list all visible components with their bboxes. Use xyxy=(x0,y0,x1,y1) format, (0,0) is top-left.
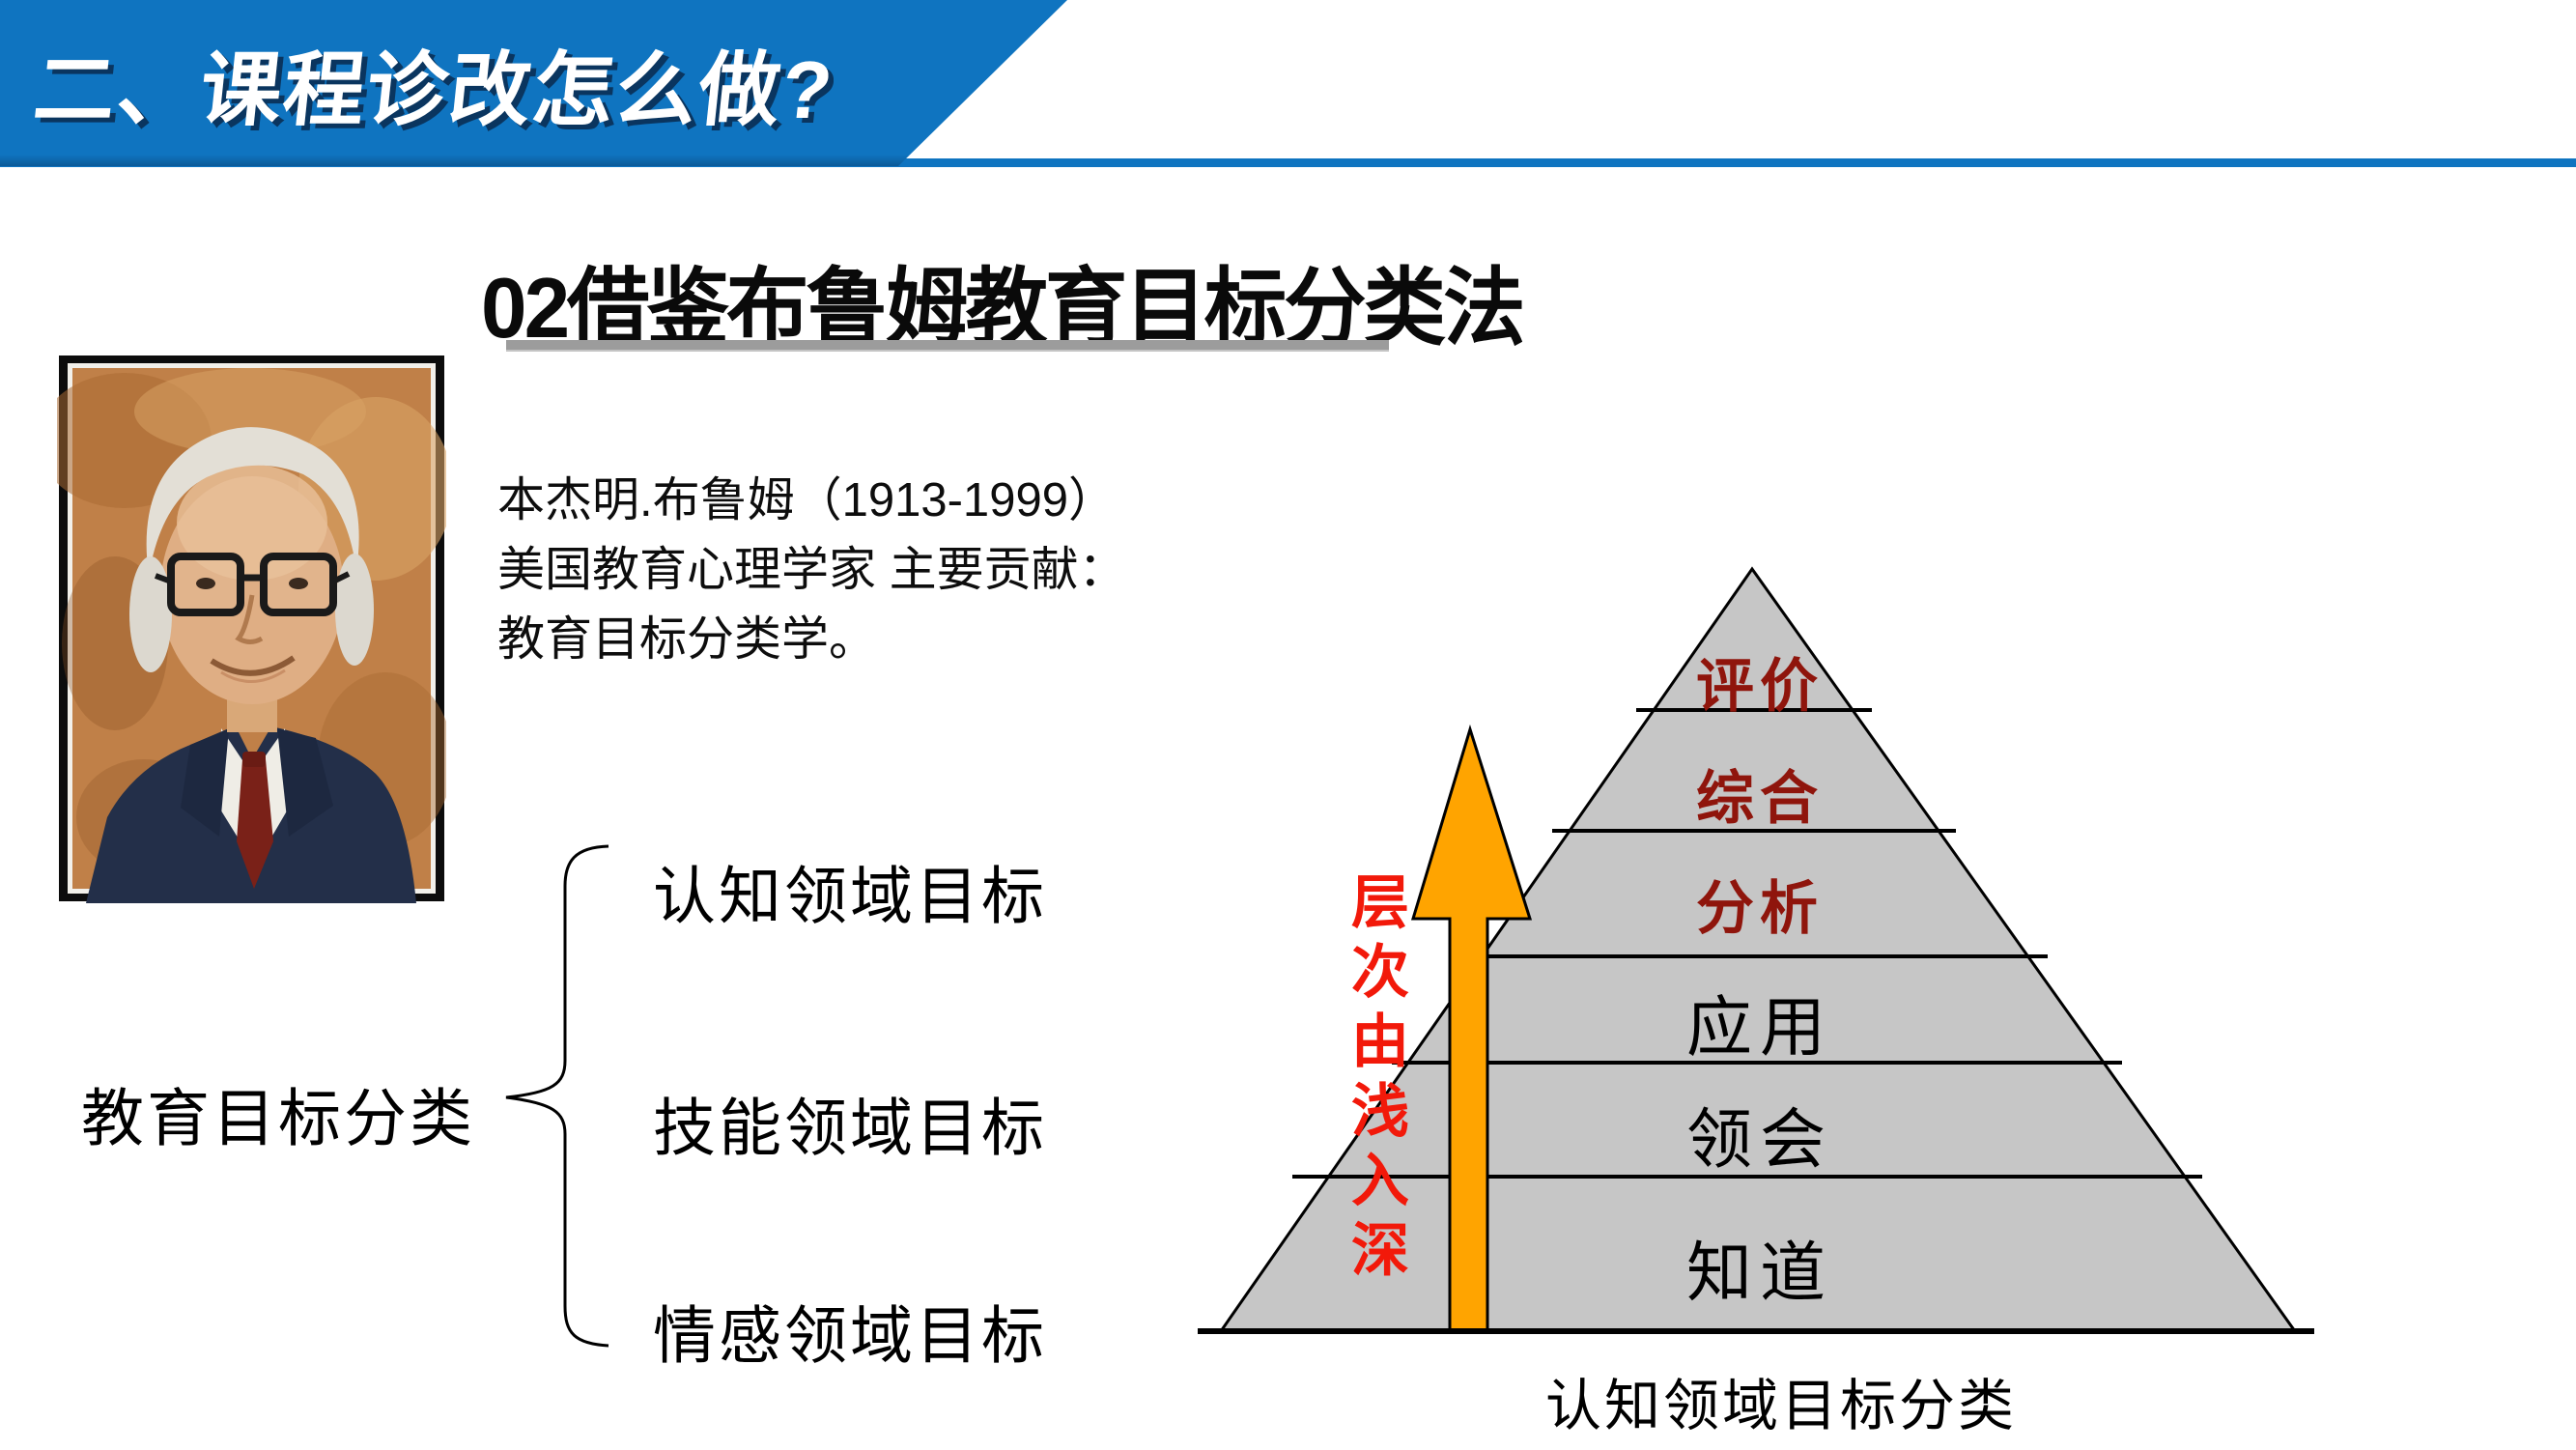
arrow-char: 浅 xyxy=(1351,1079,1409,1144)
bio-line: 本杰明.布鲁姆（1913-1999） xyxy=(497,474,1116,526)
arrow-char: 层 xyxy=(1351,870,1409,935)
arrow-char: 由 xyxy=(1351,1009,1409,1074)
bio-line: 美国教育心理学家 主要贡献： xyxy=(497,544,1126,596)
depth-arrow-label: 层 次 由 浅 入 深 xyxy=(1345,871,1416,1289)
taxonomy-branch-affective: 情感领域目标 xyxy=(653,1300,1048,1371)
pyramid-diagram xyxy=(1198,566,2314,1334)
taxonomy-branch-cognitive: 认知领域目标 xyxy=(653,861,1048,931)
arrow-char: 深 xyxy=(1351,1218,1409,1283)
bio-line: 教育目标分类学。 xyxy=(497,613,877,666)
pyramid-level-synthesis: 综合 xyxy=(1696,765,1824,833)
taxonomy-branch-skill: 技能领域目标 xyxy=(653,1093,1048,1163)
photo-image xyxy=(57,368,446,903)
pyramid-level-knowledge: 知道 xyxy=(1685,1237,1834,1310)
section-title: 02借鉴布鲁姆教育目标分类法 xyxy=(481,260,1525,355)
pyramid-level-analysis: 分析 xyxy=(1696,875,1824,943)
pyramid-level-application: 应用 xyxy=(1685,991,1834,1065)
pyramid-level-comprehension: 领会 xyxy=(1685,1103,1834,1177)
arrow-char: 入 xyxy=(1351,1149,1409,1213)
header-title: 二、课程诊改怎么做? xyxy=(29,44,838,135)
section-title-underline xyxy=(506,340,1389,350)
taxonomy-root-label: 教育目标分类 xyxy=(81,1083,476,1153)
header-banner xyxy=(0,0,1067,166)
pyramid-caption: 认知领域目标分类 xyxy=(1545,1375,2018,1437)
pyramid-level-evaluation: 评价 xyxy=(1696,653,1824,721)
bio-text: 本杰明.布鲁姆（1913-1999） 美国教育心理学家 主要贡献： 教育目标分类… xyxy=(497,466,1126,674)
arrow-char: 次 xyxy=(1351,940,1409,1005)
portrait-photo xyxy=(57,355,446,903)
header-rule xyxy=(0,158,2576,167)
taxonomy-brace xyxy=(505,844,609,1348)
pyramid-dividers xyxy=(1292,708,2202,1179)
